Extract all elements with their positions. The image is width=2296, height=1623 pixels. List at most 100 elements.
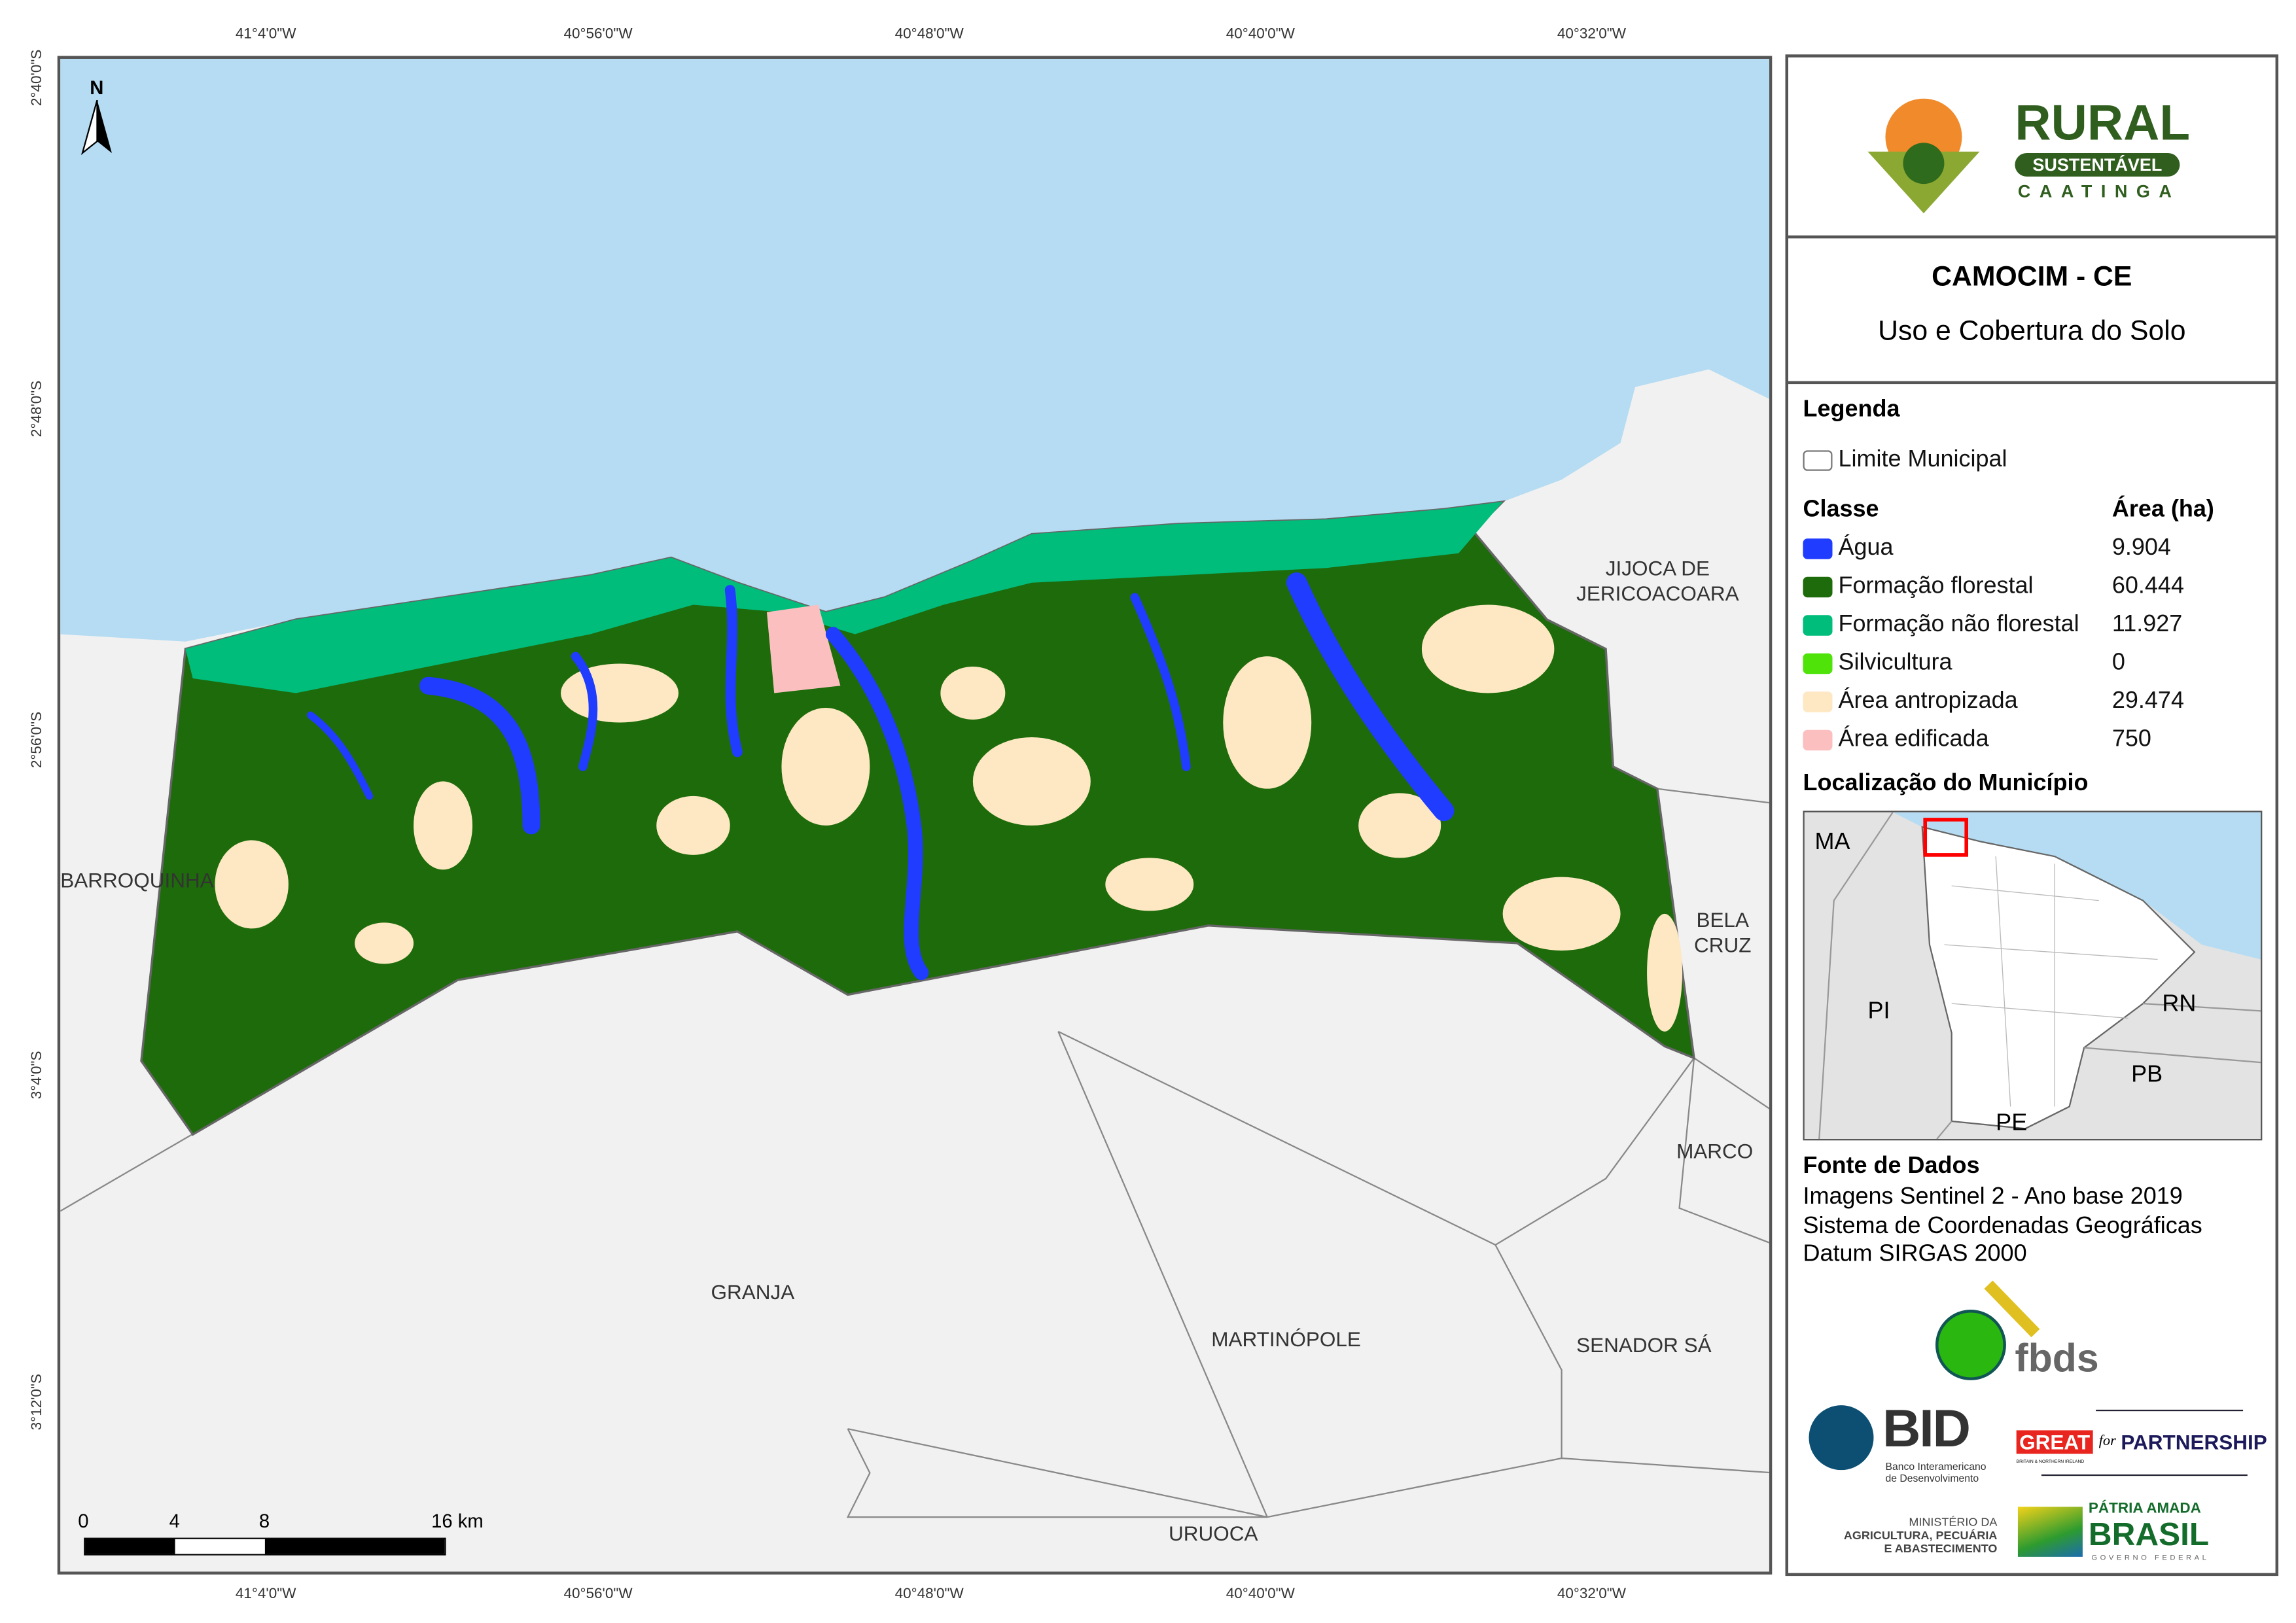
class-area: 750 [2111,727,2151,752]
state-label: PB [2131,1062,2163,1088]
anthropized-areas [215,604,1683,1032]
divider [2096,1409,2244,1412]
inset-map [1818,812,2261,1140]
label-senador-sa: SENADOR SÁ [1576,1333,1712,1357]
map-frame[interactable]: N BARROQUINHA JIJOCA DE JERICOACOARA BEL… [57,56,1773,1575]
patria-text: PÁTRIA AMADA [2088,1501,2201,1518]
grid-label-bottom: 40°48'0"W [894,1586,964,1603]
logo-section: RURAL SUSTENTÁVEL CAATINGA [1788,58,2276,239]
bid-text: BID [1882,1397,1971,1459]
class-label: Formação florestal [1838,574,2034,599]
class-swatch [1803,691,1833,712]
ministry-text: MINISTÉRIO DA AGRICULTURA, PECUÁRIA E ABAS… [1843,1515,1998,1556]
map-title: CAMOCIM - CE [1932,262,2132,293]
location-inset: MA PI RN PB PE [1803,811,2263,1141]
great-logo: GREAT [2016,1430,2093,1454]
brasil-text: BRASIL [2088,1515,2210,1553]
grid-label-left: 3°12'0"S [29,1374,46,1431]
scale-label: 16 km [431,1509,484,1532]
legend-item: Área antropizada [1803,689,2018,715]
class-swatch [1803,653,1833,674]
legend-section: Legenda Limite Municipal Classe Área (ha… [1788,383,2276,1576]
north-label: N [90,76,104,99]
source-lines: Imagens Sentinel 2 - Ano base 2019 Siste… [1803,1183,2202,1270]
class-area: 0 [2111,650,2125,676]
class-swatch [1803,538,1833,559]
fbds-text: fbds [2015,1336,2099,1380]
label-jijoca: JIJOCA DE JERICOACOARA [1576,556,1739,605]
scale-label: 4 [169,1509,180,1532]
scale-bar [84,1537,446,1556]
state-label: MA [1814,829,1850,855]
bid-logo-icon [1809,1405,1874,1471]
class-swatch [1803,729,1833,751]
source-line: Sistema de Coordenadas Geográficas [1803,1213,2202,1238]
legend-label: Limite Municipal [1838,447,2007,473]
label-marco: MARCO [1676,1139,1754,1163]
grid-label-top: 41°4'0"W [235,26,296,43]
rural-sustentavel-logo-icon [1867,98,1980,214]
legend-item-boundary: Limite Municipal [1803,447,2007,474]
bid-subtitle: Banco Interamericano de Desenvolvimento [1885,1462,1987,1485]
boundary-swatch [1803,450,1833,471]
grid-label-left: 2°40'0"S [29,49,46,106]
grid-label-top: 40°48'0"W [894,26,964,43]
side-panel: RURAL SUSTENTÁVEL CAATINGA CAMOCIM - CE … [1785,54,2279,1577]
great-sub: BRITAIN & NORTHERN IRELAND [2016,1458,2085,1465]
legend-item: Água [1803,536,1894,562]
divider [2041,1474,2248,1476]
label-barroquinha: BARROQUINHA [60,868,214,892]
state-label: PE [1996,1111,2028,1136]
class-swatch [1803,576,1833,598]
state-label: RN [2162,992,2197,1017]
grid-label-bottom: 40°56'0"W [563,1586,633,1603]
water-bodies [306,572,1455,981]
title-section: CAMOCIM - CE Uso e Cobertura do Solo [1788,236,2276,385]
inset-highlight [1923,818,1969,857]
class-label: Área edificada [1838,727,1989,752]
land-cover-map [60,58,1769,1572]
scale-label: 0 [78,1509,89,1532]
grid-label-left: 3°4'0"S [29,1051,46,1100]
fbds-logo-icon [1935,1280,2040,1380]
class-header: Classe [1803,497,1879,523]
brasil-flag-icon [2017,1507,2083,1557]
logo-sub: CAATINGA [2017,181,2181,202]
grid-label-bottom: 40°32'0"W [1557,1586,1626,1603]
grid-label-left: 2°56'0"S [29,711,46,769]
logo-title: RURAL [2015,96,2191,152]
source-title: Fonte de Dados [1803,1153,1980,1179]
gov-text: GOVERNO FEDERAL [2091,1554,2210,1563]
legend-item: Formação não florestal [1803,612,2079,638]
coastal-formation [185,502,1503,693]
label-martinopole: MARTINÓPOLE [1211,1327,1361,1351]
class-area: 11.927 [2111,612,2183,637]
logo-band: SUSTENTÁVEL [2015,152,2180,177]
class-swatch [1803,615,1833,636]
class-label: Água [1838,535,1894,561]
legend-item: Formação florestal [1803,574,2034,600]
grid-label-top: 40°56'0"W [563,26,633,43]
class-label: Área antropizada [1838,688,2018,714]
class-label: Formação não florestal [1838,612,2079,637]
ocean [60,58,1769,642]
legend-title: Legenda [1803,397,1900,423]
state-label: PI [1867,999,1890,1024]
location-title: Localização do Município [1803,771,2089,796]
area-header: Área (ha) [2111,497,2214,523]
urban-area [766,604,841,693]
grid-label-bottom: 41°4'0"W [235,1586,296,1603]
grid-label-top: 40°40'0"W [1226,26,1295,43]
source-line: Datum SIRGAS 2000 [1803,1242,2027,1267]
map-subtitle: Uso e Cobertura do Solo [1878,316,2186,347]
grid-label-left: 2°48'0"S [29,380,46,438]
legend-item: Área edificada [1803,727,1989,753]
class-area: 9.904 [2111,535,2171,561]
label-granja: GRANJA [711,1280,795,1304]
legend-item: Silvicultura [1803,650,1952,676]
label-bela-cruz: BELA CRUZ [1694,907,1752,957]
class-area: 29.474 [2111,688,2184,714]
grid-label-bottom: 40°40'0"W [1226,1586,1295,1603]
north-arrow-icon [80,99,112,155]
